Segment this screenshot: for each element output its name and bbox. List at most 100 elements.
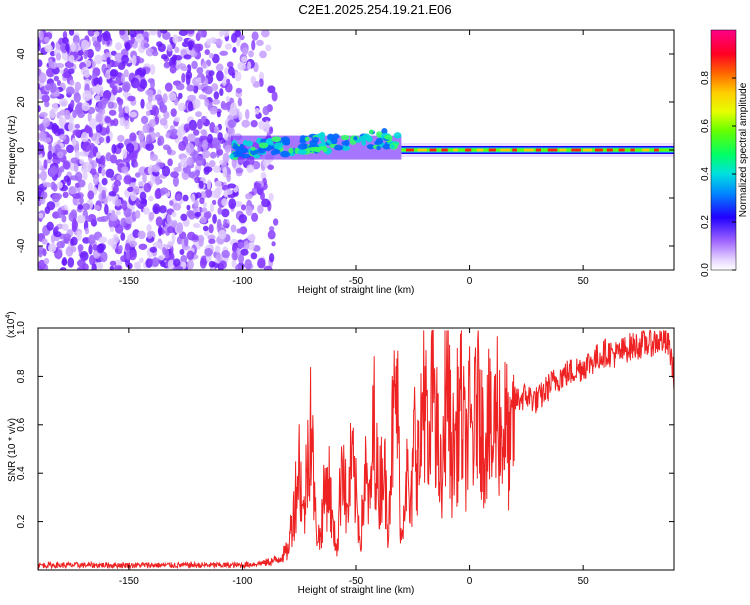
noise-speckle	[121, 166, 129, 174]
noise-speckle	[212, 165, 222, 173]
noise-speckle	[124, 105, 130, 114]
noise-speckle	[146, 224, 152, 233]
noise-speckle	[59, 165, 65, 173]
noise-speckle	[119, 117, 126, 127]
noise-speckle	[92, 40, 101, 48]
noise-speckle	[180, 255, 188, 264]
noise-speckle	[88, 234, 96, 245]
noise-speckle	[132, 185, 140, 194]
noise-speckle	[70, 209, 78, 219]
noise-speckle	[155, 131, 161, 138]
noise-speckle	[251, 39, 256, 51]
noise-speckle	[257, 257, 266, 269]
noise-speckle	[164, 82, 173, 92]
noise-speckle	[121, 81, 131, 92]
noise-speckle	[100, 215, 109, 223]
noise-speckle	[166, 44, 173, 52]
noise-speckle	[145, 101, 153, 111]
noise-speckle	[68, 121, 75, 132]
noise-speckle	[67, 257, 75, 268]
noise-speckle	[129, 30, 137, 38]
noise-speckle	[125, 41, 131, 52]
noise-speckle	[205, 210, 212, 219]
noise-speckle	[127, 95, 136, 102]
noise-speckle	[148, 211, 155, 221]
noise-speckle	[267, 230, 276, 240]
noise-speckle	[142, 172, 147, 184]
noise-speckle	[120, 232, 126, 241]
noise-speckle	[186, 156, 194, 166]
noise-speckle	[46, 201, 56, 211]
noise-speckle	[38, 105, 41, 113]
noise-speckle	[140, 115, 149, 125]
noise-speckle	[146, 230, 153, 239]
noise-speckle	[126, 142, 135, 153]
noise-speckle	[230, 224, 237, 233]
noise-speckle	[114, 52, 124, 63]
noise-speckle	[61, 258, 68, 266]
noise-speckle	[38, 160, 42, 170]
noise-speckle	[202, 149, 211, 159]
noise-speckle	[68, 30, 75, 36]
carrier-peak	[654, 148, 659, 152]
noise-speckle	[47, 243, 57, 253]
noise-speckle	[62, 191, 69, 199]
noise-speckle	[134, 210, 141, 219]
noise-speckle	[67, 68, 75, 75]
carrier-peak	[512, 148, 517, 152]
noise-speckle	[139, 79, 148, 90]
noise-speckle	[143, 182, 152, 193]
noise-speckle	[151, 50, 159, 57]
noise-speckle	[58, 133, 67, 141]
noise-speckle	[143, 42, 150, 49]
carrier-blob	[253, 154, 261, 159]
noise-speckle	[268, 226, 275, 232]
noise-speckle	[83, 49, 89, 60]
noise-speckle	[232, 46, 237, 53]
carrier-peak	[571, 148, 581, 152]
noise-speckle	[88, 118, 98, 130]
noise-speckle	[223, 189, 233, 195]
noise-speckle	[97, 166, 103, 174]
snr-scale: (x104)	[5, 311, 17, 338]
noise-speckle	[241, 47, 249, 56]
noise-speckle	[186, 30, 195, 35]
noise-speckle	[68, 185, 78, 195]
noise-speckle	[208, 70, 215, 77]
snr-xtick-label: -150	[119, 576, 139, 587]
noise-speckle	[72, 196, 80, 206]
carrier-blob	[245, 140, 253, 147]
noise-speckle	[178, 30, 188, 37]
noise-speckle	[96, 243, 105, 254]
noise-speckle	[59, 98, 68, 107]
carrier-peak	[441, 148, 448, 152]
noise-speckle	[62, 37, 69, 44]
noise-speckle	[81, 102, 90, 112]
noise-speckle	[100, 97, 109, 105]
noise-speckle	[196, 118, 203, 130]
noise-speckle	[177, 102, 186, 112]
noise-speckle	[201, 207, 208, 213]
noise-speckle	[56, 151, 64, 159]
noise-speckle	[186, 250, 195, 261]
noise-speckle	[199, 197, 205, 205]
noise-speckle	[244, 240, 250, 250]
noise-speckle	[142, 198, 148, 207]
noise-speckle	[197, 145, 202, 153]
carrier-peak	[453, 148, 458, 152]
noise-speckle	[199, 257, 207, 269]
noise-speckle	[202, 225, 209, 232]
noise-speckle	[38, 249, 43, 258]
noise-speckle	[149, 246, 157, 253]
spectrogram-ytick-label: 0	[16, 147, 27, 153]
noise-speckle	[74, 123, 81, 129]
noise-speckle	[105, 135, 111, 144]
noise-speckle	[206, 179, 212, 190]
noise-speckle	[76, 230, 82, 242]
noise-speckle	[145, 134, 152, 145]
noise-speckle	[193, 199, 199, 208]
noise-speckle	[77, 204, 83, 210]
noise-speckle	[118, 245, 123, 252]
noise-speckle	[268, 192, 274, 202]
noise-speckle	[174, 46, 180, 54]
